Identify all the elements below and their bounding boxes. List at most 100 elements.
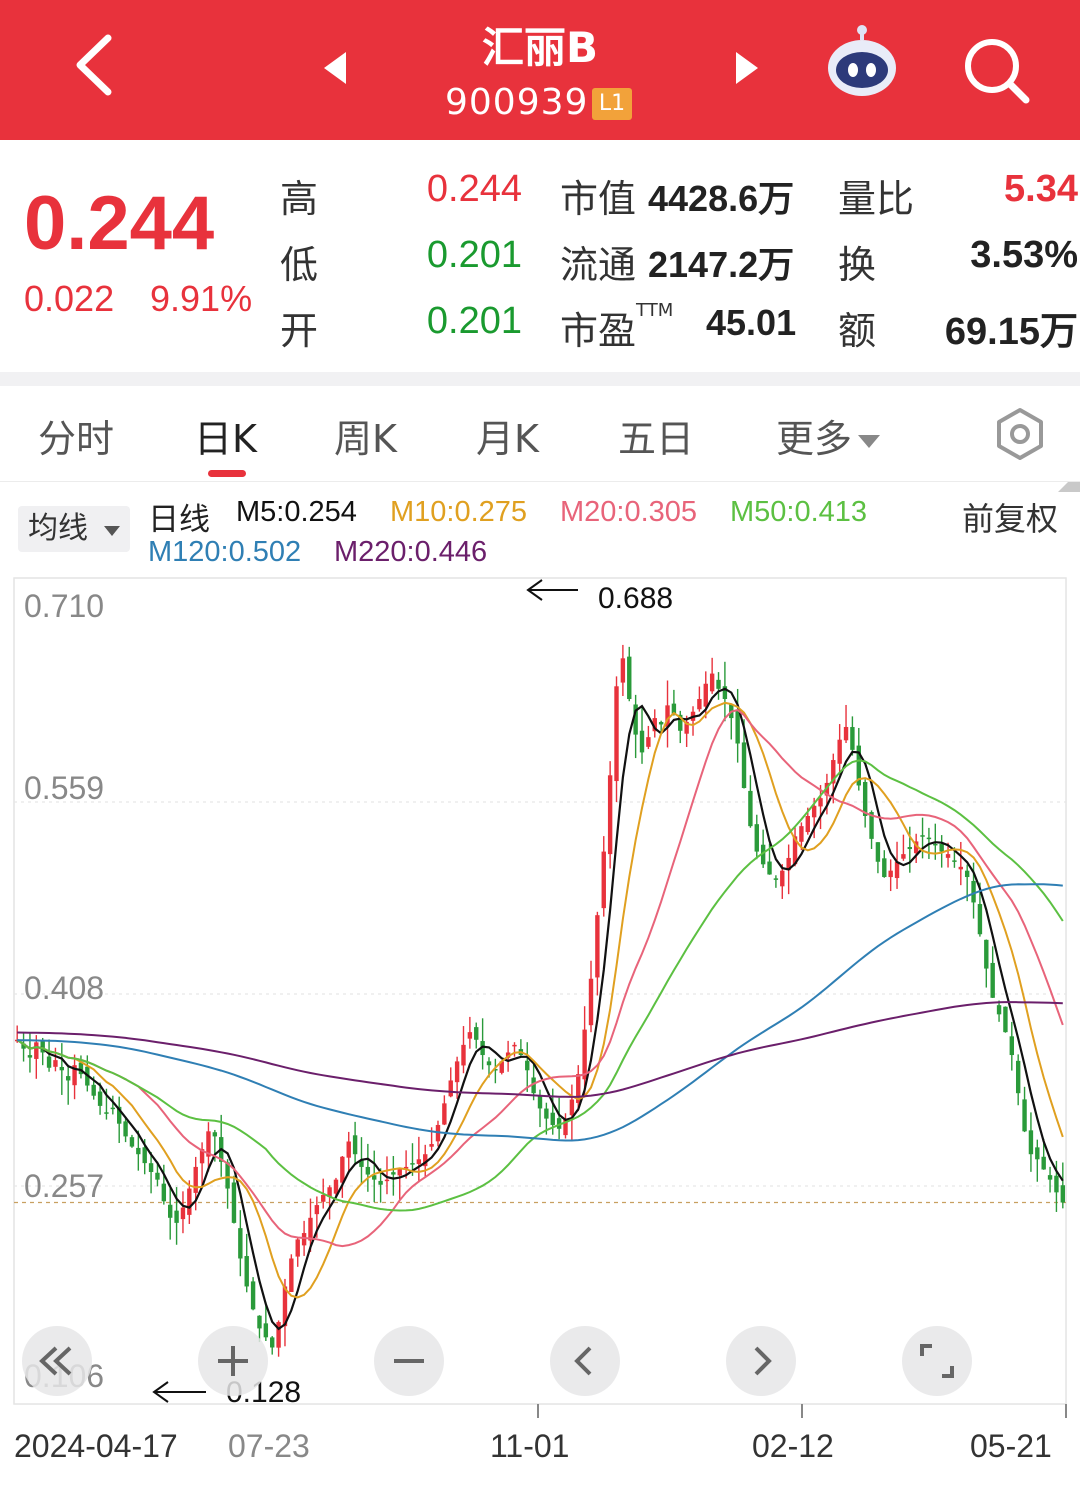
candle-body: [499, 1061, 504, 1073]
candle-body: [563, 1118, 568, 1136]
candle-body: [308, 1217, 313, 1241]
legend-m220: M220:0.446: [334, 536, 488, 568]
zoom-out-button[interactable]: [374, 1326, 444, 1396]
volume-ratio-value: 5.34: [1004, 168, 1078, 210]
candle-body: [72, 1065, 77, 1086]
settings-gear-icon[interactable]: [992, 406, 1048, 462]
candle-body: [601, 851, 606, 909]
candle-body: [410, 1163, 415, 1165]
candle-body: [372, 1175, 377, 1180]
candle-body: [333, 1179, 339, 1194]
chevron-right-icon: [754, 1346, 772, 1376]
candle-body: [569, 1099, 575, 1116]
ma20-line: [16, 708, 1064, 1248]
back-arrow-icon[interactable]: [60, 30, 130, 100]
candle-body: [212, 1132, 218, 1137]
high-annotation: 0.688: [598, 582, 674, 615]
candle-body: [65, 1076, 71, 1081]
candle-body: [996, 1005, 1002, 1015]
candle-body: [652, 718, 657, 732]
candle-body: [882, 858, 887, 878]
candle-body: [225, 1162, 230, 1189]
candle-body: [97, 1091, 103, 1106]
candle-body: [665, 705, 670, 727]
minus-icon: [394, 1359, 424, 1363]
candle-body: [155, 1172, 160, 1180]
candle-body: [429, 1144, 434, 1147]
candle-body: [971, 880, 976, 903]
candle-body: [633, 704, 638, 735]
candle-body: [786, 857, 791, 871]
prev-stock-icon[interactable]: [318, 48, 354, 88]
active-tab-indicator: [208, 470, 246, 477]
quote-panel: 0.244 0.022 9.91% 高 低 开 0.244 0.201 0.20…: [0, 140, 1080, 492]
candle-body: [442, 1103, 447, 1125]
adjust-mode[interactable]: 前复权: [962, 500, 1059, 538]
candle-body: [1003, 1006, 1008, 1033]
candle-body: [448, 1080, 453, 1097]
robot-assistant-icon[interactable]: [822, 24, 902, 104]
x-tick-label: 11-01: [490, 1428, 570, 1464]
candle-body: [21, 1043, 26, 1049]
chevron-down-icon: [858, 435, 881, 448]
candle-body: [709, 673, 715, 692]
period-tabs: 分时 日K 周K 月K 五日 更多: [0, 386, 1080, 482]
zoom-in-button[interactable]: [198, 1326, 268, 1396]
tab-five-day[interactable]: 五日: [618, 417, 695, 461]
kline-chart[interactable]: 0.710 0.559 0.408 0.257 0.106 2024-04-17…: [0, 570, 1080, 1490]
scroll-right-button[interactable]: [726, 1326, 796, 1396]
candle-body: [91, 1084, 96, 1096]
candle-body: [1041, 1156, 1046, 1170]
tab-intraday[interactable]: 分时: [38, 417, 115, 461]
candle-body: [582, 1029, 587, 1080]
candle-body: [117, 1106, 122, 1124]
pe-label: 市盈TTM: [560, 300, 674, 353]
tab-more[interactable]: 更多: [776, 408, 881, 463]
candle-body: [760, 844, 766, 865]
fullscreen-button[interactable]: [902, 1326, 972, 1396]
legend-m20: M20:0.305: [560, 496, 698, 528]
low-arrow-head: [152, 1381, 169, 1403]
candle-body: [773, 878, 779, 880]
market-cap-value: 4428.6万: [648, 178, 795, 219]
candle-body: [231, 1182, 237, 1223]
candle-body: [722, 686, 728, 700]
candle-body: [945, 854, 951, 858]
candle-body: [984, 939, 989, 969]
tab-daily-k[interactable]: 日K: [194, 417, 257, 461]
candle-body: [206, 1131, 211, 1157]
candle-body: [799, 826, 804, 842]
candle-body: [843, 726, 849, 741]
high-label: 高: [280, 177, 319, 221]
candle-body: [244, 1256, 249, 1287]
candle-body: [180, 1207, 186, 1220]
candle-body: [678, 714, 683, 731]
turnover-value: 3.53%: [970, 234, 1078, 276]
amount-label: 额: [838, 309, 877, 353]
candle-body: [620, 658, 626, 683]
volume-ratio-label: 量比: [838, 177, 915, 221]
candle-body: [576, 1074, 581, 1103]
tab-monthly-k[interactable]: 月K: [476, 417, 539, 461]
ma50-line: [16, 759, 1064, 1212]
high-value: 0.244: [426, 168, 522, 210]
candle-body: [671, 703, 677, 715]
y-tick-label: 0.408: [24, 970, 105, 1006]
ma-selector[interactable]: 均线: [18, 506, 130, 552]
candle-body: [875, 842, 881, 862]
candle-body: [831, 760, 836, 784]
plus-icon: [218, 1346, 248, 1376]
candle-body: [391, 1172, 396, 1175]
tab-weekly-k[interactable]: 周K: [334, 417, 397, 461]
scroll-left-button[interactable]: [550, 1326, 620, 1396]
x-tick-label: 05-21: [970, 1428, 1052, 1464]
candle-body: [78, 1062, 84, 1075]
candle-body: [53, 1060, 58, 1067]
low-value: 0.201: [426, 234, 522, 276]
candle-body: [295, 1239, 300, 1257]
next-stock-icon[interactable]: [728, 48, 764, 88]
rewind-button[interactable]: [22, 1326, 92, 1396]
candle-body: [282, 1286, 288, 1327]
search-icon[interactable]: [960, 34, 1032, 106]
candle-body: [824, 782, 830, 796]
